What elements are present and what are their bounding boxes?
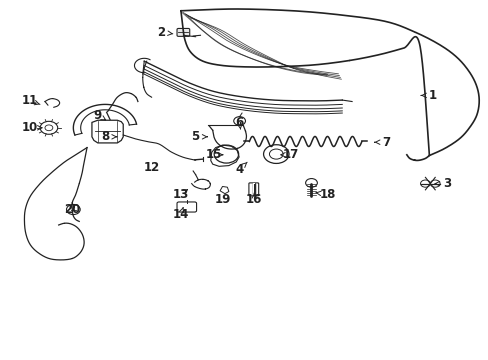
Text: 11: 11 bbox=[21, 94, 38, 107]
Text: 16: 16 bbox=[245, 193, 262, 206]
Text: 18: 18 bbox=[319, 188, 335, 201]
Text: 3: 3 bbox=[443, 177, 450, 190]
Text: 8: 8 bbox=[101, 130, 109, 143]
Text: 6: 6 bbox=[235, 116, 243, 129]
Text: 14: 14 bbox=[172, 208, 189, 221]
Text: 9: 9 bbox=[94, 109, 102, 122]
Text: 13: 13 bbox=[172, 188, 189, 201]
FancyBboxPatch shape bbox=[177, 28, 189, 36]
Text: 2: 2 bbox=[157, 26, 165, 39]
Text: 5: 5 bbox=[191, 130, 199, 143]
Text: 1: 1 bbox=[428, 89, 436, 102]
Text: 7: 7 bbox=[382, 136, 389, 149]
Text: 19: 19 bbox=[214, 193, 230, 206]
Text: 15: 15 bbox=[205, 148, 222, 161]
Text: 17: 17 bbox=[282, 148, 299, 161]
Text: 20: 20 bbox=[64, 203, 81, 216]
Text: 12: 12 bbox=[143, 161, 160, 174]
Text: 10: 10 bbox=[21, 121, 38, 134]
Text: 4: 4 bbox=[235, 163, 243, 176]
